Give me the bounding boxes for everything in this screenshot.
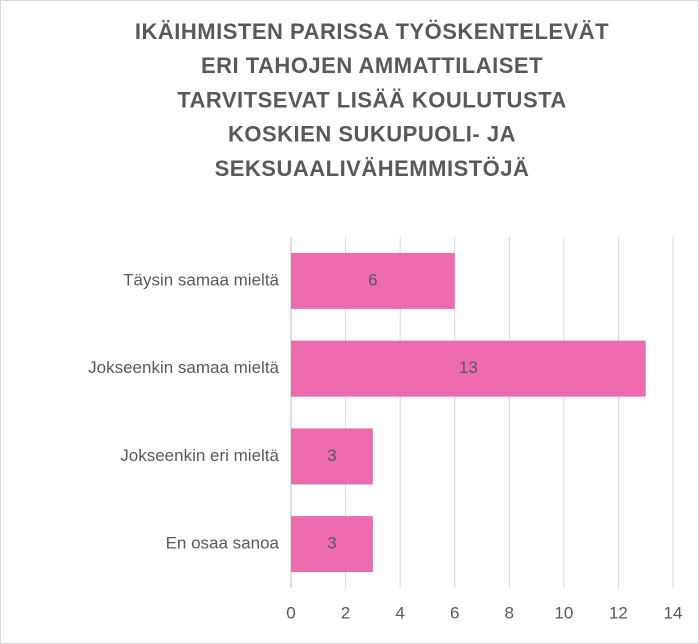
- x-tick-label: 2: [341, 603, 350, 622]
- chart-title: KOSKIEN SUKUPUOLI- JA: [228, 122, 516, 147]
- bar: [291, 340, 646, 397]
- data-label: 3: [327, 446, 336, 465]
- data-label: 6: [368, 270, 377, 289]
- bar: [291, 428, 373, 485]
- bar: [291, 252, 455, 309]
- x-tick-label: 14: [664, 603, 683, 622]
- x-tick-label: 8: [505, 603, 514, 622]
- chart-title: ERI TAHOJEN AMMATTILAISET: [201, 53, 543, 78]
- y-tick-label: En osaa sanoa: [166, 534, 280, 553]
- y-tick-label: Täysin samaa mieltä: [123, 270, 279, 289]
- x-tick-label: 4: [395, 603, 404, 622]
- x-tick-label: 10: [554, 603, 573, 622]
- y-tick-label: Jokseenkin samaa mieltä: [88, 358, 279, 377]
- chart-title: SEKSUAALIVÄHEMMISTÖJÄ: [215, 156, 530, 181]
- data-label: 3: [327, 534, 336, 553]
- chart-title: IKÄIHMISTEN PARISSA TYÖSKENTELEVÄT: [135, 19, 609, 44]
- data-label: 13: [459, 358, 478, 377]
- x-tick-label: 12: [609, 603, 628, 622]
- x-tick-label: 0: [286, 603, 295, 622]
- chart-title: TARVITSEVAT LISÄÄ KOULUTUSTA: [177, 87, 567, 112]
- y-tick-label: Jokseenkin eri mieltä: [120, 446, 279, 465]
- x-tick-label: 6: [450, 603, 459, 622]
- bar: [291, 516, 373, 573]
